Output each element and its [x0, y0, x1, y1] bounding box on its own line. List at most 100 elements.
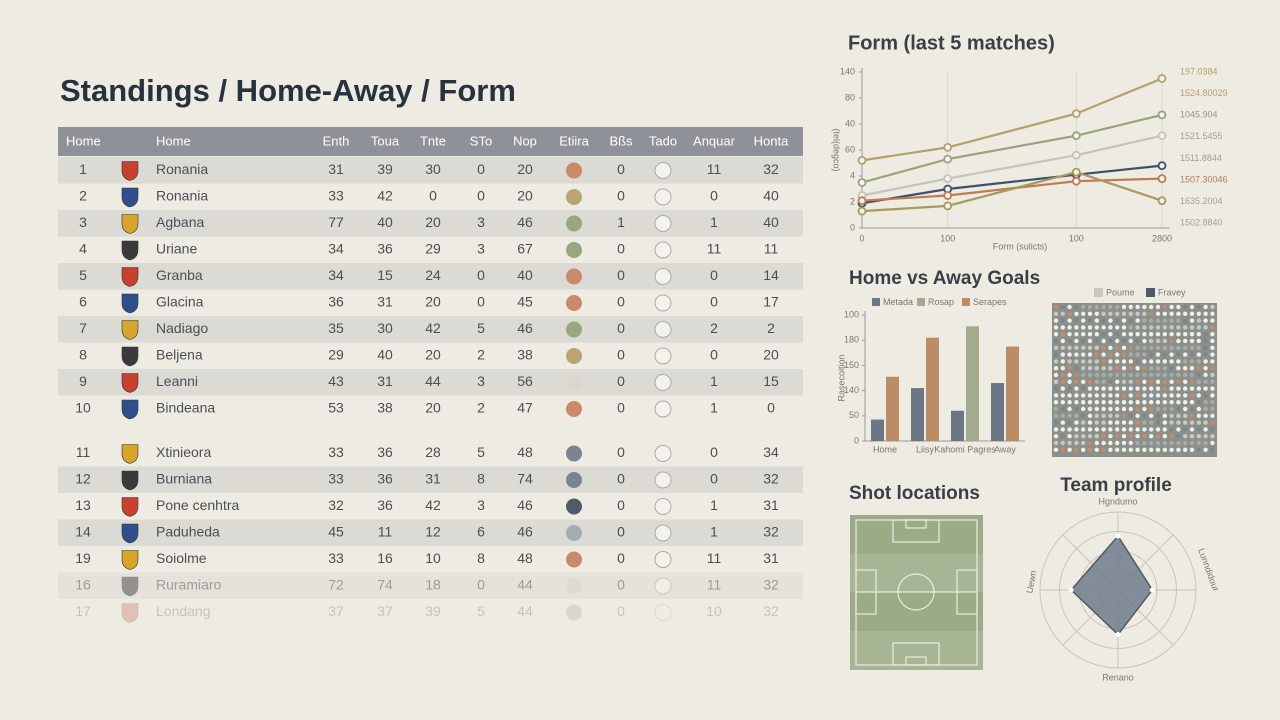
team-badge [121, 399, 139, 420]
matrix-dot [1094, 440, 1100, 446]
point [943, 154, 953, 164]
team-name: Ronania [156, 188, 208, 204]
matrix-dot [1203, 434, 1208, 439]
point [1071, 167, 1081, 177]
column-header: Toua [371, 133, 400, 148]
cell: 38 [517, 347, 533, 363]
matrix-dot [1074, 372, 1079, 378]
row-shade [58, 316, 803, 343]
matrix-dot [1149, 386, 1154, 391]
matrix-dot [1108, 406, 1113, 412]
matrix-dot [1142, 447, 1147, 452]
matrix-dot [1169, 352, 1174, 357]
cell: 15 [377, 267, 393, 283]
matrix-dot [1067, 440, 1072, 446]
matrix-dot [1196, 413, 1202, 418]
status-ring [654, 577, 672, 595]
cell: 5 [477, 603, 485, 619]
y-tick-label: 4 [850, 170, 855, 180]
point [857, 206, 867, 216]
team-name: Uriane [156, 241, 197, 257]
cell: 43 [328, 373, 344, 389]
form-dot [566, 215, 582, 232]
team-name: Glacina [156, 294, 204, 310]
matrix-dot [1176, 338, 1181, 344]
chart-title: Form (last 5 matches) [848, 32, 1055, 54]
matrix-dot [1176, 352, 1181, 357]
matrix-dot [1108, 434, 1113, 439]
matrix-dot [1176, 366, 1181, 371]
matrix-dot [1087, 352, 1093, 357]
status-ring [654, 374, 672, 391]
matrix-dot [1155, 420, 1161, 425]
matrix-dot [1074, 447, 1079, 452]
matrix-dot [1210, 332, 1215, 337]
bar [886, 376, 899, 441]
status-ring [654, 347, 672, 365]
matrix-dot [1189, 413, 1195, 418]
matrix-dot [1149, 413, 1154, 418]
matrix-dot [1149, 400, 1154, 405]
cell: 45 [517, 294, 533, 310]
matrix-dot [1081, 311, 1086, 316]
matrix-dot [1115, 338, 1120, 344]
matrix-dot [1094, 386, 1100, 391]
cell: 31 [763, 550, 779, 566]
series-line [861, 113, 1163, 184]
matrix-dot [1176, 318, 1181, 323]
end-label: 197.0384 [1180, 66, 1218, 76]
cell: 0 [477, 161, 485, 177]
matrix-dot [1149, 352, 1154, 357]
matrix-dot [1087, 318, 1093, 323]
matrix-dot [1094, 325, 1100, 330]
cell: 36 [377, 241, 393, 257]
matrix-dot [1101, 338, 1106, 344]
legend-swatch [962, 298, 970, 306]
cell: 32 [763, 524, 779, 540]
matrix-dot [1128, 366, 1134, 371]
form-dot [566, 604, 582, 621]
status-ring [654, 445, 672, 462]
pitch [850, 515, 983, 670]
table-header [58, 127, 803, 156]
cell: 0 [710, 188, 718, 204]
matrix-dot [1176, 386, 1181, 391]
matrix-dot [1155, 386, 1161, 391]
cell: 44 [425, 373, 441, 389]
matrix-dot [1169, 413, 1174, 418]
cell: 40 [763, 188, 779, 204]
cell: 10 [706, 603, 722, 619]
matrix-dot [1183, 379, 1188, 384]
cell: 31 [377, 373, 393, 389]
matrix-dot [1108, 447, 1113, 452]
matrix-dot [1176, 413, 1181, 418]
matrix-dot [1176, 359, 1181, 364]
team-name: Beljena [156, 347, 203, 363]
matrix-dot [1155, 325, 1161, 330]
matrix-dot [1142, 400, 1147, 405]
matrix-dot [1067, 338, 1072, 344]
matrix-dot [1135, 440, 1140, 446]
matrix-dot [1108, 420, 1113, 425]
y-tick-label: 80 [845, 92, 855, 102]
matrix-dot [1060, 447, 1066, 452]
matrix-dot [1149, 440, 1154, 446]
matrix-dot [1176, 406, 1181, 412]
matrix-dot [1149, 304, 1154, 310]
matrix-dot [1176, 379, 1181, 384]
y-tick-label: 140 [844, 385, 859, 395]
cell: 3 [79, 214, 87, 230]
matrix-dot [1108, 304, 1113, 310]
form-dot [566, 472, 582, 488]
team-name: Paduheda [156, 524, 220, 540]
matrix-dot [1135, 393, 1140, 398]
matrix-dot [1142, 359, 1147, 364]
cell: 32 [763, 577, 779, 593]
matrix-dot [1067, 427, 1072, 432]
matrix-dot [1210, 352, 1215, 357]
form-dot [566, 374, 582, 391]
matrix-dot [1121, 366, 1127, 371]
matrix-dot [1074, 386, 1079, 391]
matrix-dot [1101, 379, 1106, 384]
matrix-dot [1135, 400, 1140, 405]
